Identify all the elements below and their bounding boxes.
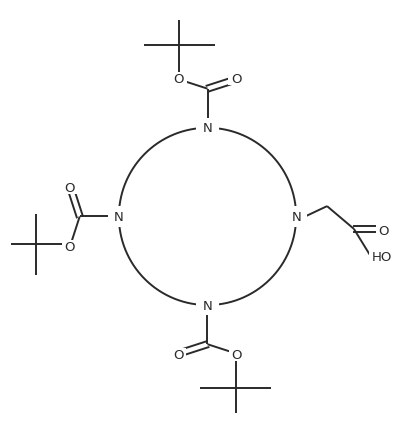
Text: N: N [291, 210, 301, 223]
Text: HO: HO [371, 251, 392, 263]
Text: O: O [232, 348, 242, 361]
FancyBboxPatch shape [61, 240, 77, 253]
Text: O: O [173, 73, 184, 86]
FancyBboxPatch shape [107, 207, 130, 227]
FancyBboxPatch shape [171, 73, 187, 86]
FancyBboxPatch shape [376, 223, 391, 237]
FancyBboxPatch shape [196, 118, 219, 139]
FancyBboxPatch shape [196, 295, 219, 316]
FancyBboxPatch shape [228, 73, 244, 86]
FancyBboxPatch shape [61, 182, 77, 195]
FancyBboxPatch shape [171, 348, 186, 361]
Text: O: O [378, 224, 389, 237]
Text: O: O [64, 240, 75, 253]
FancyBboxPatch shape [285, 207, 308, 227]
Text: O: O [232, 73, 242, 86]
Text: N: N [114, 210, 124, 223]
Text: N: N [203, 122, 212, 135]
Text: O: O [64, 181, 75, 194]
Text: O: O [173, 348, 183, 361]
Text: N: N [203, 299, 212, 312]
FancyBboxPatch shape [229, 348, 244, 361]
FancyBboxPatch shape [369, 250, 392, 263]
